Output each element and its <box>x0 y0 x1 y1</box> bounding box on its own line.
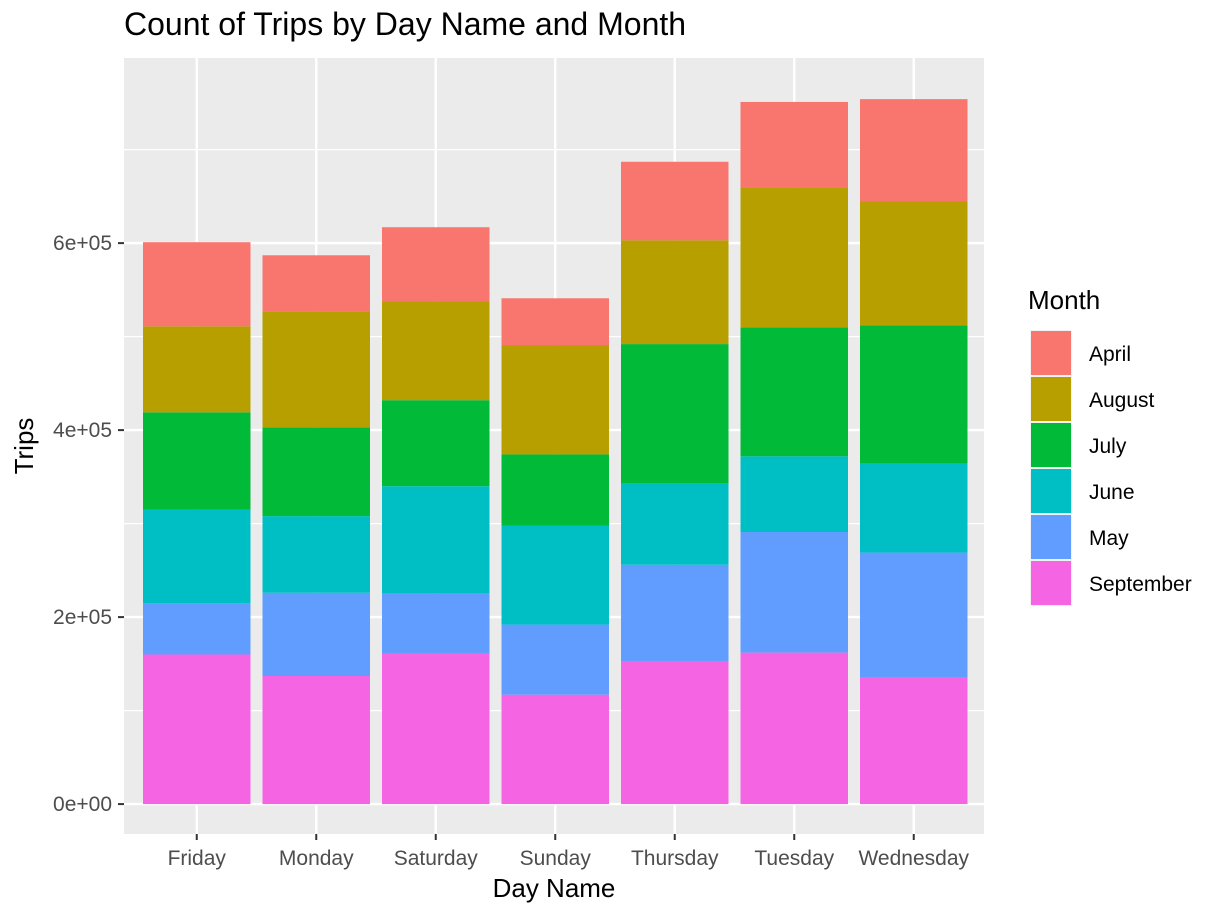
y-tick-label: 0e+00 <box>53 793 112 816</box>
x-tick-label-thursday: Thursday <box>631 847 719 870</box>
bar-sunday-august <box>501 345 609 455</box>
bar-monday-august <box>262 311 370 428</box>
bar-thursday-august <box>621 240 729 345</box>
bar-friday-may <box>143 603 251 655</box>
y-tick-label: 4e+05 <box>53 419 112 442</box>
legend-swatch-july <box>1031 423 1071 467</box>
bar-tuesday-september <box>740 652 848 805</box>
bar-saturday-may <box>382 593 490 654</box>
y-axis-title: Trips <box>9 418 39 475</box>
bar-thursday-may <box>621 564 729 662</box>
legend-swatch-september <box>1031 561 1071 605</box>
bar-wednesday-june <box>860 463 968 553</box>
x-tick-label-friday: Friday <box>168 847 227 870</box>
bar-friday-april <box>143 242 251 327</box>
bar-sunday-june <box>501 525 609 625</box>
bar-friday-july <box>143 412 251 510</box>
axes: 0e+00 2e+05 4e+05 6e+05 Friday Monday Saturday… <box>53 232 969 870</box>
bar-tuesday-august <box>740 187 848 328</box>
bar-sunday-september <box>501 694 609 805</box>
bar-wednesday-may <box>860 552 968 678</box>
y-tick-label: 6e+05 <box>53 232 112 255</box>
chart-title: Count of Trips by Day Name and Month <box>124 6 686 42</box>
bar-friday-august <box>143 326 251 413</box>
legend-label-june: June <box>1089 481 1135 504</box>
legend-label-april: April <box>1089 343 1131 366</box>
bar-tuesday-april <box>740 101 848 188</box>
x-tick-label-saturday: Saturday <box>394 847 479 870</box>
legend-label-july: July <box>1089 435 1127 458</box>
bar-monday-july <box>262 427 370 517</box>
bar-wednesday-july <box>860 325 968 464</box>
legend-label-may: May <box>1089 527 1129 550</box>
bar-saturday-july <box>382 400 490 487</box>
bar-thursday-june <box>621 483 729 565</box>
x-tick-label-tuesday: Tuesday <box>754 847 834 870</box>
bar-tuesday-june <box>740 456 848 533</box>
bar-tuesday-may <box>740 532 848 653</box>
bar-friday-june <box>143 509 251 604</box>
legend-swatch-august <box>1031 377 1071 421</box>
legend-swatch-april <box>1031 331 1071 375</box>
bar-monday-april <box>262 255 370 312</box>
x-axis-title: Day Name <box>493 873 616 903</box>
bar-monday-may <box>262 592 370 676</box>
bar-sunday-april <box>501 298 609 346</box>
bar-wednesday-september <box>860 677 968 805</box>
legend-title: Month <box>1028 285 1100 315</box>
bar-saturday-june <box>382 486 490 594</box>
bar-sunday-may <box>501 624 609 695</box>
legend: Month April August July June May September <box>1028 285 1192 606</box>
legend-label-september: September <box>1089 573 1192 596</box>
bar-thursday-july <box>621 344 729 484</box>
bar-tuesday-july <box>740 327 848 457</box>
x-tick-label-monday: Monday <box>279 847 354 870</box>
bar-thursday-april <box>621 161 729 241</box>
bar-thursday-september <box>621 661 729 805</box>
bar-saturday-april <box>382 227 490 302</box>
bar-monday-june <box>262 516 370 593</box>
legend-swatch-june <box>1031 469 1071 513</box>
bar-sunday-july <box>501 454 609 526</box>
x-tick-label-wednesday: Wednesday <box>858 847 969 870</box>
x-tick-label-sunday: Sunday <box>520 847 592 870</box>
y-tick-label: 2e+05 <box>53 606 112 629</box>
bar-monday-september <box>262 675 370 805</box>
bar-friday-september <box>143 654 251 805</box>
bar-wednesday-august <box>860 201 968 326</box>
legend-label-august: August <box>1089 389 1155 412</box>
legend-swatch-may <box>1031 515 1071 559</box>
bars <box>143 99 968 805</box>
bar-saturday-august <box>382 301 490 401</box>
bar-saturday-september <box>382 653 490 805</box>
bar-wednesday-april <box>860 99 968 202</box>
